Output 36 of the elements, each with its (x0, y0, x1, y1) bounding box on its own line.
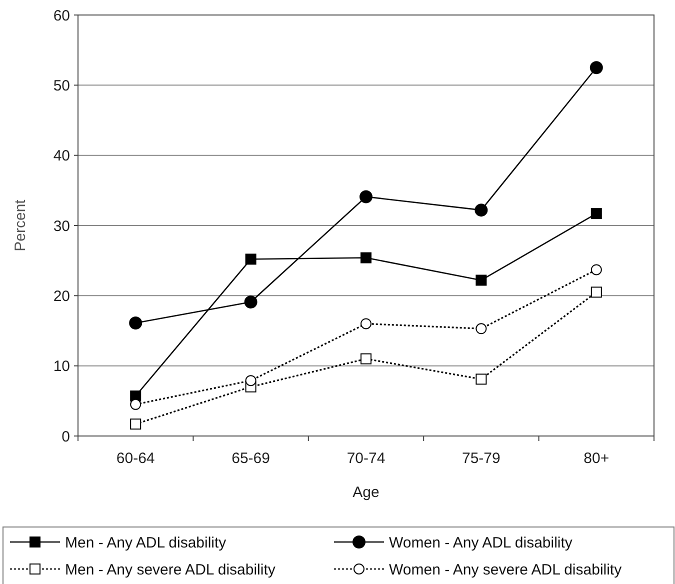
point (476, 274, 487, 286)
point (360, 190, 372, 204)
point (245, 375, 256, 386)
point (360, 318, 372, 330)
point (590, 61, 603, 74)
point (244, 295, 258, 308)
x-tick-label: 60-64 (116, 450, 155, 467)
point (474, 204, 488, 217)
point (476, 323, 487, 334)
y-axis-title: Percent (12, 198, 29, 252)
point (245, 254, 256, 265)
point (129, 316, 142, 330)
y-tick-label: 20 (53, 288, 70, 305)
y-tick-label: 0 (62, 428, 70, 446)
point (590, 286, 602, 298)
y-tick-label: 50 (53, 77, 70, 94)
point (130, 418, 142, 430)
point (130, 398, 142, 410)
point (476, 374, 487, 385)
y-tick-label: 40 (53, 148, 70, 165)
x-tick-label: 80+ (584, 450, 610, 467)
x-tick-label: 70-74 (346, 450, 386, 467)
point (590, 264, 602, 276)
legend-label: Men - Any ADL disability (65, 534, 227, 552)
x-axis-title: Age (352, 484, 380, 501)
x-tick-label: 75-79 (462, 450, 500, 467)
y-tick-label: 60 (53, 7, 70, 24)
y-tick-label: 30 (53, 218, 70, 235)
point (590, 208, 602, 220)
y-tick-label: 10 (53, 358, 70, 376)
point (360, 353, 372, 364)
x-tick-label: 65-69 (232, 450, 270, 467)
point (360, 252, 372, 264)
legend-label: Women - Any severe ADL disability (389, 561, 622, 578)
legend-label: Women - Any ADL disability (389, 534, 573, 552)
legend-label: Men - Any severe ADL disability (65, 561, 276, 578)
